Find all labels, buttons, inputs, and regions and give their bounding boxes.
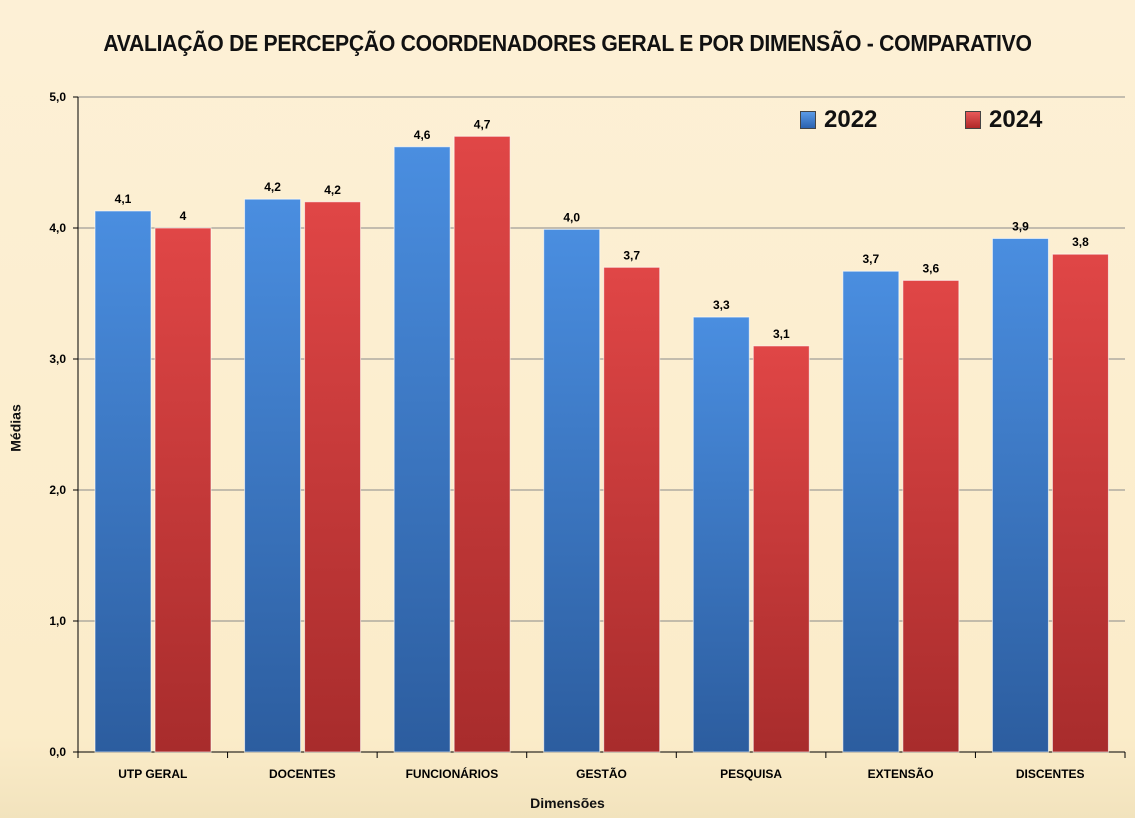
data-label: 4,1: [115, 192, 132, 206]
y-tick-label: 1,0: [49, 614, 66, 628]
bar-2024: [154, 227, 212, 753]
data-label: 4: [180, 209, 187, 223]
x-axis-label: Dimensões: [530, 795, 605, 811]
x-tick-label: EXTENSÃO: [868, 766, 934, 781]
y-tick-label: 0,0: [49, 745, 66, 759]
y-tick-label: 3,0: [49, 352, 66, 366]
bar-2024: [1051, 253, 1109, 753]
data-label: 3,8: [1072, 235, 1089, 249]
y-tick-label: 5,0: [49, 90, 66, 104]
bar-2022: [692, 316, 750, 753]
x-tick-label: GESTÃO: [576, 766, 627, 781]
chart-title: AVALIAÇÃO DE PERCEPÇÃO COORDENADORES GER…: [103, 30, 1032, 56]
data-label: 3,3: [713, 298, 730, 312]
x-tick-label: DOCENTES: [269, 767, 336, 781]
data-label: 4,2: [264, 180, 281, 194]
bar-2022: [393, 146, 451, 753]
y-tick-label: 4,0: [49, 221, 66, 235]
data-label: 3,9: [1012, 219, 1029, 233]
data-label: 4,0: [563, 210, 580, 224]
bar-2024: [752, 345, 810, 753]
legend-label: 2024: [989, 106, 1043, 133]
data-label: 4,7: [474, 117, 491, 131]
bar-2022: [94, 210, 152, 753]
bar-2022: [991, 237, 1049, 753]
bar-2022: [244, 198, 302, 753]
bar-2022: [842, 270, 900, 753]
legend-swatch-2024: [965, 111, 981, 129]
data-label: 3,1: [773, 327, 790, 341]
x-tick-label: PESQUISA: [720, 767, 782, 781]
data-label: 3,7: [863, 252, 880, 266]
legend-item-2022: 2022: [800, 106, 877, 134]
data-label: 3,7: [623, 248, 640, 262]
bar-2024: [304, 201, 362, 753]
bar-2022: [543, 228, 601, 753]
legend-swatch-2022: [800, 111, 816, 129]
x-tick-label: UTP GERAL: [118, 767, 187, 781]
legend-item-2024: 2024: [965, 106, 1042, 134]
bar-2024: [603, 266, 661, 753]
y-tick-label: 2,0: [49, 483, 66, 497]
bar-2024: [902, 279, 960, 753]
x-tick-label: DISCENTES: [1016, 767, 1085, 781]
data-label: 3,6: [923, 261, 940, 275]
data-label: 4,2: [324, 183, 341, 197]
x-tick-label: FUNCIONÁRIOS: [406, 766, 499, 781]
legend-label: 2022: [824, 106, 878, 133]
bar-2024: [453, 135, 511, 753]
data-label: 4,6: [414, 128, 431, 142]
